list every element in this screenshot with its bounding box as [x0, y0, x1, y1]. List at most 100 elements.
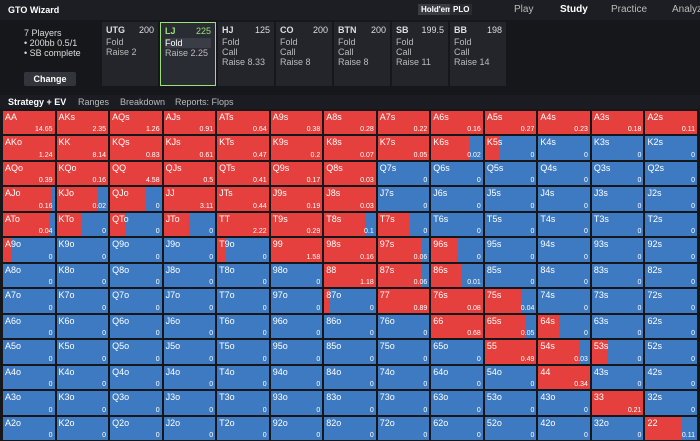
tab[interactable]: Ranges	[78, 97, 110, 107]
hand-cell[interactable]: A5s 0.27	[483, 110, 538, 136]
action[interactable]: Fold	[165, 38, 211, 48]
hand-cell[interactable]: TT 2.22	[216, 211, 270, 238]
hand-cell[interactable]: Q3o 0	[109, 390, 163, 416]
hand-cell[interactable]: 73o 0	[376, 390, 431, 416]
hand-cell[interactable]: T6s 0	[430, 211, 484, 238]
hand-cell[interactable]: K7o 0	[55, 288, 110, 314]
hand-cell[interactable]: 96s 0	[430, 237, 484, 263]
hand-cell[interactable]: 97s 0.06	[376, 237, 431, 263]
nav-item[interactable]: Play	[514, 4, 534, 15]
change-button[interactable]: Change	[24, 72, 76, 86]
hand-cell[interactable]: KJo 0.02	[55, 186, 110, 212]
hand-cell[interactable]: Q4o 0	[109, 364, 163, 391]
hand-cell[interactable]: A3s 0.18	[590, 110, 645, 136]
hand-cell[interactable]: 74s 0	[537, 288, 591, 314]
action[interactable]: Raise 8	[280, 57, 311, 67]
hand-cell[interactable]: K3o 0	[55, 390, 110, 416]
hand-cell[interactable]: 88 1.18	[323, 262, 377, 289]
hand-cell[interactable]: 63s 0	[590, 313, 645, 340]
hand-cell[interactable]: QTs 0.41	[216, 160, 270, 187]
hand-cell[interactable]: Q8o 0	[109, 262, 163, 289]
hand-cell[interactable]: T9o 0	[216, 237, 270, 263]
hand-cell[interactable]: 98s 0.16	[323, 237, 377, 263]
hand-cell[interactable]: 84o 0	[323, 364, 377, 391]
hand-cell[interactable]: 76o 0	[376, 313, 431, 340]
hand-cell[interactable]: KTs 0.47	[216, 135, 270, 161]
hand-cell[interactable]: T5s 0	[483, 211, 538, 238]
hand-cell[interactable]: AKs 2.35	[55, 110, 110, 136]
hand-cell[interactable]: 82s 0	[644, 262, 698, 289]
hand-cell[interactable]: 42s 0	[644, 364, 698, 391]
hand-cell[interactable]: 53o 0	[483, 390, 538, 416]
hand-cell[interactable]: 86o 0	[323, 313, 377, 340]
hand-cell[interactable]: T4s 0	[537, 211, 591, 238]
hand-cell[interactable]: 85s 0	[483, 262, 538, 289]
action[interactable]: Raise 11	[396, 57, 431, 67]
hand-cell[interactable]: 43s 0	[590, 364, 645, 391]
hand-cell[interactable]: K8o 0	[55, 262, 110, 289]
nav-item[interactable]: Analyze	[672, 4, 700, 15]
hand-cell[interactable]: T8o 0	[216, 262, 270, 289]
hand-cell[interactable]: A9o 0	[2, 237, 56, 263]
tab[interactable]: Breakdown	[120, 97, 166, 107]
position-card[interactable]: SB 199.5 Fold Call Raise 11	[392, 22, 448, 86]
hand-cell[interactable]: AA 14.65	[2, 110, 56, 136]
hand-cell[interactable]: 96o 0	[269, 313, 324, 340]
action[interactable]: Fold	[338, 37, 356, 47]
action[interactable]: Raise 14	[454, 57, 490, 67]
action[interactable]: Raise 2	[106, 47, 137, 57]
hand-cell[interactable]: J9o 0	[162, 237, 217, 263]
hand-cell[interactable]: T7s 0	[376, 211, 431, 238]
hand-cell[interactable]: K9o 0	[55, 237, 110, 263]
action[interactable]: Raise 8.33	[222, 57, 266, 67]
hand-cell[interactable]: Q5s 0	[483, 160, 538, 187]
hand-cell[interactable]: KTo 0	[55, 211, 110, 238]
hand-cell[interactable]: Q4s 0	[537, 160, 591, 187]
hand-cell[interactable]: JJ 3.11	[162, 186, 217, 212]
hand-cell[interactable]: 86s 0.01	[430, 262, 484, 289]
hand-cell[interactable]: 42o 0	[537, 415, 591, 441]
hand-cell[interactable]: 32s 0	[644, 390, 698, 416]
hand-cell[interactable]: T2s 0	[644, 211, 698, 238]
hand-cell[interactable]: 43o 0	[537, 390, 591, 416]
hand-cell[interactable]: Q2o 0	[109, 415, 163, 441]
hand-cell[interactable]: 55 0.49	[483, 339, 538, 365]
hand-cell[interactable]: 54o 0	[483, 364, 538, 391]
hand-cell[interactable]: QJs 0.5	[162, 160, 217, 187]
hand-cell[interactable]: 65s 0.05	[483, 313, 538, 340]
hand-cell[interactable]: A4s 0.23	[537, 110, 591, 136]
position-card[interactable]: BTN 200 Fold Call Raise 8	[334, 22, 390, 86]
hand-cell[interactable]: J7o 0	[162, 288, 217, 314]
hand-cell[interactable]: A7o 0	[2, 288, 56, 314]
hand-cell[interactable]: J6s 0	[430, 186, 484, 212]
hand-cell[interactable]: K6s 0.02	[430, 135, 484, 161]
hand-cell[interactable]: 97o 0	[269, 288, 324, 314]
nav-item[interactable]: Study	[560, 4, 588, 15]
hand-cell[interactable]: KJs 0.61	[162, 135, 217, 161]
hand-cell[interactable]: AJo 0.16	[2, 186, 56, 212]
hand-cell[interactable]: 65o 0	[430, 339, 484, 365]
hand-cell[interactable]: 92s 0	[644, 237, 698, 263]
hand-cell[interactable]: J8s 0.03	[323, 186, 377, 212]
nav-item[interactable]: Practice	[611, 4, 648, 15]
action[interactable]: Call	[396, 47, 412, 57]
hand-cell[interactable]: 95s 0	[483, 237, 538, 263]
hand-cell[interactable]: KQs 0.83	[109, 135, 163, 161]
hand-cell[interactable]: J5o 0	[162, 339, 217, 365]
hand-cell[interactable]: J4o 0	[162, 364, 217, 391]
hand-cell[interactable]: AJs 0.91	[162, 110, 217, 136]
hand-cell[interactable]: K3s 0	[590, 135, 645, 161]
hand-cell[interactable]: Q9o 0	[109, 237, 163, 263]
action[interactable]: Call	[454, 47, 470, 57]
hand-cell[interactable]: 92o 0	[269, 415, 324, 441]
hand-cell[interactable]: A3o 0	[2, 390, 56, 416]
hand-cell[interactable]: J2o 0	[162, 415, 217, 441]
hand-cell[interactable]: J8o 0	[162, 262, 217, 289]
hand-cell[interactable]: 72o 0	[376, 415, 431, 441]
hand-cell[interactable]: 84s 0	[537, 262, 591, 289]
hand-cell[interactable]: JTs 0.44	[216, 186, 270, 212]
action[interactable]: Fold	[106, 37, 124, 47]
hand-cell[interactable]: T8s 0.1	[323, 211, 377, 238]
game-toggle[interactable]: Hold'em	[418, 4, 456, 15]
hand-cell[interactable]: J6o 0	[162, 313, 217, 340]
